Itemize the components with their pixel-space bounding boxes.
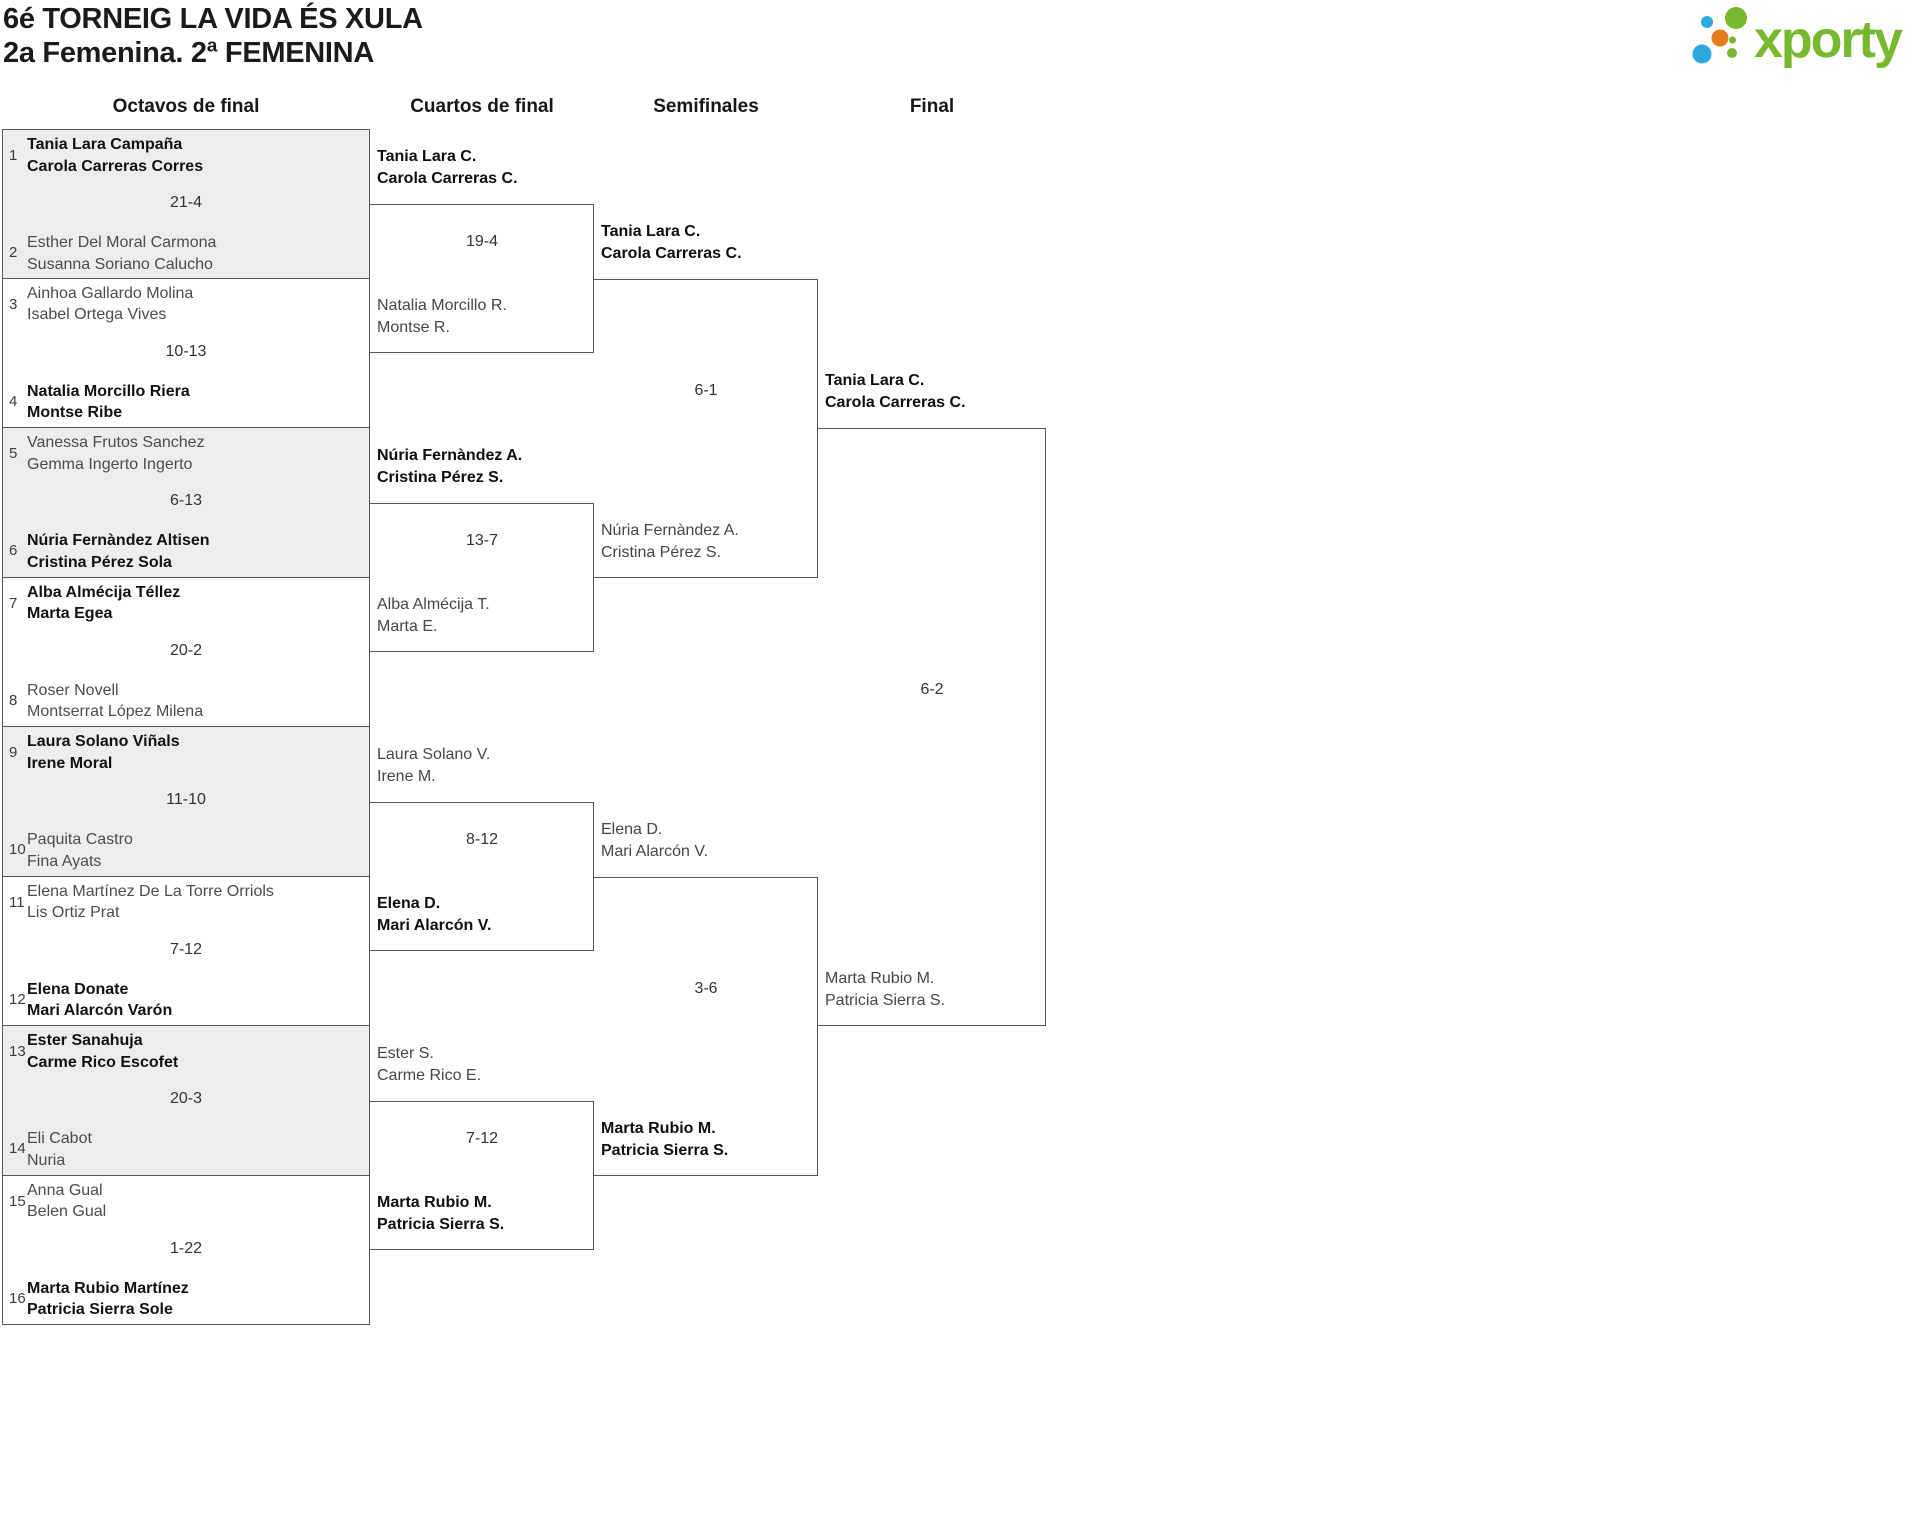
- seed-number: 9: [9, 744, 18, 761]
- match-block-6: 11 Elena Martínez De La Torre Orriols Li…: [2, 876, 370, 1026]
- seed-number: 14: [9, 1140, 26, 1157]
- tournament-title: 6é TORNEIG LA VIDA ÉS XULA: [3, 3, 423, 35]
- seed-number: 12: [9, 990, 26, 1008]
- round-score: 13-7: [465, 531, 499, 549]
- team-names: Tania Lara Campaña Carola Carreras Corre…: [27, 136, 204, 175]
- team-names: Marta Rubio Martínez Patricia Sierra Sol…: [27, 1279, 189, 1319]
- seed-number: 3: [9, 295, 18, 313]
- advancing-team-label: Tania Lara C. Carola Carreras C.: [825, 372, 966, 411]
- advancing-team-label: Ester S. Carme Rico E.: [377, 1044, 482, 1084]
- team-names: Roser Novell Montserrat López Milena: [27, 681, 204, 721]
- category-subtitle: 2a Femenina. 2ª FEMENINA: [3, 37, 374, 69]
- seed-number: 8: [9, 691, 18, 709]
- team-names: Ester Sanahuja Carme Rico Escofet: [27, 1032, 179, 1071]
- round-score: 3-6: [694, 980, 718, 997]
- bracket-match-sf2: [594, 876, 818, 1176]
- advancing-team-label: Marta Rubio M. Patricia Sierra S.: [377, 1194, 505, 1234]
- advancing-team-label: Elena D. Mari Alarcón V.: [601, 820, 709, 860]
- seed-number: 4: [9, 392, 18, 410]
- seed-number: 16: [9, 1289, 26, 1307]
- seed-number: 15: [9, 1192, 26, 1210]
- advancing-team-label: Tania Lara C. Carola Carreras C.: [601, 222, 742, 262]
- seed-number: 6: [9, 542, 18, 559]
- match-score: 7-12: [169, 940, 203, 958]
- team-names: Natalia Morcillo Riera Montse Ribe: [27, 382, 190, 422]
- team-names: Anna Gual Belen Gual: [27, 1181, 107, 1221]
- match-score: 6-13: [169, 492, 203, 509]
- match-score: 11-10: [166, 791, 206, 808]
- bracket-match-qf1: [370, 203, 594, 354]
- match-score: 20-2: [169, 641, 203, 659]
- match-block-5: 9 Laura Solano Viñals Irene Moral 11-10 …: [2, 727, 370, 877]
- team-names: Paquita Castro Fina Ayats: [27, 831, 133, 870]
- team-names: Vanessa Frutos Sanchez Gemma Ingerto Ing…: [27, 434, 205, 473]
- advancing-team-label: Núria Fernàndez A. Cristina Pérez S.: [377, 446, 523, 486]
- match-block-3: 5 Vanessa Frutos Sanchez Gemma Ingerto I…: [2, 428, 370, 578]
- advancing-team-label: Marta Rubio M. Patricia Sierra S.: [825, 970, 946, 1009]
- team-names: Esther Del Moral Carmona Susanna Soriano…: [27, 234, 217, 273]
- match-block-2: 3 Ainhoa Gallardo Molina Isabel Ortega V…: [2, 278, 370, 428]
- match-block-4: 7 Alba Almécija Téllez Marta Egea 20-2 8…: [2, 577, 370, 727]
- seed-number: 13: [9, 1043, 26, 1060]
- round-header-cuartos: Cuartos de final: [410, 96, 554, 117]
- seed-number: 5: [9, 445, 18, 462]
- round-header-semifinales: Semifinales: [653, 96, 759, 117]
- match-score: 10-13: [165, 342, 207, 360]
- advancing-team-label: Natalia Morcillo R. Montse R.: [377, 297, 507, 337]
- team-names: Ainhoa Gallardo Molina Isabel Ortega Viv…: [27, 284, 194, 324]
- team-names: Laura Solano Viñals Irene Moral: [27, 733, 180, 772]
- team-names: Eli Cabot Nuria: [27, 1130, 92, 1169]
- xporty-dots-icon: [1692, 7, 1747, 64]
- advancing-team-label: Laura Solano V. Irene M.: [377, 745, 491, 785]
- match-score: 21-4: [169, 194, 203, 211]
- bracket-match-qf2: [370, 502, 594, 653]
- match-block-7: 13 Ester Sanahuja Carme Rico Escofet 20-…: [2, 1026, 370, 1176]
- team-names: Núria Fernàndez Altisen Cristina Pérez S…: [27, 532, 210, 571]
- advancing-team-label: Alba Almécija T. Marta E.: [377, 596, 490, 636]
- round-score: 6-1: [694, 382, 718, 399]
- match-score: 20-3: [169, 1090, 203, 1107]
- bracket-match-sf1: [594, 278, 818, 578]
- round-header-final: Final: [909, 96, 955, 117]
- round-score: 6-2: [920, 681, 944, 698]
- round-score: 8-12: [465, 830, 499, 848]
- advancing-team-label: Núria Fernàndez A. Cristina Pérez S.: [601, 521, 739, 561]
- advancing-team-label: Tania Lara C. Carola Carreras C.: [377, 147, 518, 187]
- xporty-logo: xporty: [1690, 2, 1920, 80]
- seed-number: 10: [9, 841, 26, 858]
- bracket-match-qf3: [370, 801, 594, 952]
- bracket-match-final: [818, 428, 1046, 1026]
- match-block-8: 15 Anna Gual Belen Gual 1-22 16 Marta Ru…: [2, 1175, 370, 1325]
- seed-number: 7: [9, 594, 18, 612]
- seed-number: 1: [9, 147, 18, 164]
- team-names: Elena Donate Mari Alarcón Varón: [27, 980, 173, 1020]
- team-names: Elena Martínez De La Torre Orriols Lis O…: [27, 882, 274, 922]
- seed-number: 11: [9, 893, 25, 911]
- team-names: Alba Almécija Téllez Marta Egea: [27, 583, 181, 623]
- seed-number: 2: [9, 244, 18, 261]
- match-block-1: 1 Tania Lara Campaña Carola Carreras Cor…: [2, 129, 370, 279]
- logo-wordmark: xporty: [1754, 11, 1903, 69]
- bracket-match-qf4: [370, 1100, 594, 1251]
- advancing-team-label: Marta Rubio M. Patricia Sierra S.: [601, 1119, 729, 1159]
- round-score: 19-4: [465, 232, 499, 250]
- advancing-team-label: Elena D. Mari Alarcón V.: [377, 895, 492, 935]
- match-score: 1-22: [169, 1239, 203, 1257]
- round-score: 7-12: [465, 1129, 499, 1147]
- round-header-octavos: Octavos de final: [112, 96, 260, 117]
